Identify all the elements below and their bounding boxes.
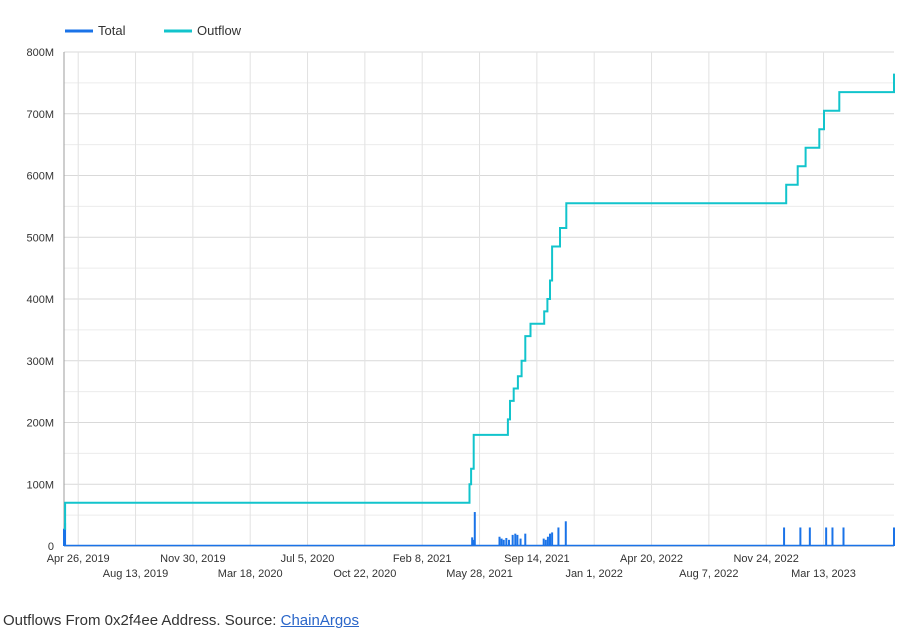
legend-item-total[interactable]: Total: [65, 23, 126, 38]
series-plot-area: [63, 73, 895, 547]
caption: Outflows From 0x2f4ee Address. Source: C…: [3, 612, 359, 629]
y-tick-label: 600M: [26, 171, 54, 183]
y-tick-label: 0: [48, 541, 54, 553]
series-outflow: [64, 73, 895, 530]
y-tick-label: 400M: [26, 294, 54, 306]
y-tick-label: 800M: [26, 47, 54, 59]
x-tick-label: Mar 18, 2020: [218, 568, 283, 580]
x-tick-label: Mar 13, 2023: [791, 568, 856, 580]
x-tick-label: Nov 30, 2019: [160, 553, 225, 565]
x-tick-label: Apr 20, 2022: [620, 553, 683, 565]
x-axis-ticks: Apr 26, 2019 Aug 13, 2019 Nov 30, 2019 Mar …: [47, 553, 856, 580]
legend-label-total: Total: [98, 23, 126, 38]
x-tick-label: Jan 1, 2022: [565, 568, 623, 580]
x-tick-label: Aug 7, 2022: [679, 568, 738, 580]
caption-source-link[interactable]: ChainArgos: [280, 612, 360, 629]
grid: [63, 51, 894, 547]
x-tick-label: Feb 8, 2021: [393, 553, 452, 565]
x-tick-label: Jul 5, 2020: [281, 553, 335, 565]
x-tick-label: Oct 22, 2020: [333, 568, 396, 580]
legend[interactable]: Total Outflow: [65, 23, 242, 38]
x-tick-label: Aug 13, 2019: [103, 568, 168, 580]
legend-label-outflow: Outflow: [197, 23, 242, 38]
y-tick-label: 300M: [26, 356, 54, 368]
x-tick-label: May 28, 2021: [446, 568, 513, 580]
y-tick-label: 500M: [26, 232, 54, 244]
x-tick-label: Apr 26, 2019: [47, 553, 110, 565]
y-axis-ticks: 0 100M 200M 300M 400M 500M 600M 700M 800M: [26, 47, 54, 553]
y-tick-label: 200M: [26, 418, 54, 430]
y-tick-label: 700M: [26, 109, 54, 121]
x-tick-label: Nov 24, 2022: [733, 553, 798, 565]
x-tick-label: Sep 14, 2021: [504, 553, 569, 565]
y-tick-label: 100M: [26, 479, 54, 491]
series-total: [63, 512, 895, 547]
caption-text: Outflows From 0x2f4ee Address. Source:: [3, 612, 281, 629]
legend-item-outflow[interactable]: Outflow: [164, 23, 242, 38]
chart: 0 100M 200M 300M 400M 500M 600M 700M 800M Apr 26…: [26, 23, 895, 580]
